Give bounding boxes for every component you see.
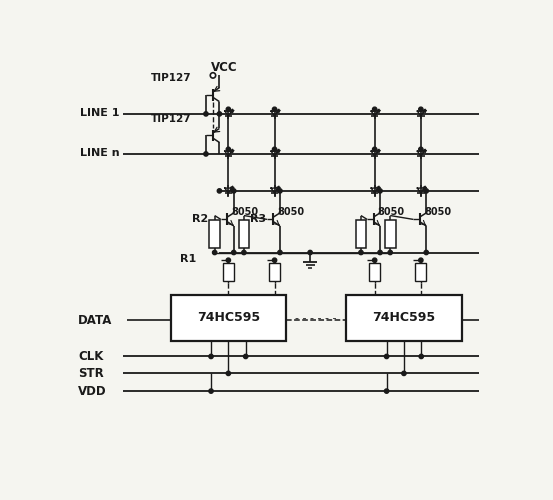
Text: CLK: CLK bbox=[78, 350, 103, 363]
Circle shape bbox=[359, 250, 363, 254]
Circle shape bbox=[419, 107, 423, 112]
Text: 74HC595: 74HC595 bbox=[372, 312, 435, 324]
Bar bbox=[171, 295, 286, 341]
Circle shape bbox=[242, 250, 246, 254]
Circle shape bbox=[209, 389, 213, 394]
Text: LINE 1: LINE 1 bbox=[80, 108, 119, 118]
Bar bbox=[369, 263, 380, 280]
Circle shape bbox=[273, 258, 276, 262]
Circle shape bbox=[384, 389, 389, 394]
Text: DATA: DATA bbox=[78, 314, 113, 327]
Circle shape bbox=[373, 258, 377, 262]
Circle shape bbox=[419, 354, 424, 358]
Circle shape bbox=[419, 147, 423, 152]
Bar bbox=[385, 220, 395, 248]
Bar bbox=[346, 295, 462, 341]
Circle shape bbox=[373, 107, 377, 112]
Circle shape bbox=[232, 188, 236, 193]
Circle shape bbox=[204, 152, 208, 156]
Circle shape bbox=[308, 250, 312, 254]
Circle shape bbox=[373, 147, 377, 152]
Circle shape bbox=[210, 72, 216, 78]
Text: TIP127: TIP127 bbox=[151, 72, 191, 83]
Text: 74HC595: 74HC595 bbox=[197, 312, 260, 324]
Bar bbox=[209, 220, 220, 248]
Text: - - - - - -: - - - - - - bbox=[295, 313, 337, 323]
Circle shape bbox=[232, 250, 236, 254]
Circle shape bbox=[278, 188, 282, 193]
Circle shape bbox=[378, 188, 382, 193]
Circle shape bbox=[388, 250, 393, 254]
Circle shape bbox=[217, 188, 222, 193]
Circle shape bbox=[226, 258, 231, 262]
Bar bbox=[356, 220, 366, 248]
Text: 8050: 8050 bbox=[232, 208, 259, 218]
Circle shape bbox=[209, 354, 213, 358]
Circle shape bbox=[226, 107, 231, 112]
Text: VCC: VCC bbox=[211, 61, 238, 74]
Text: R2: R2 bbox=[192, 214, 208, 224]
Circle shape bbox=[273, 107, 276, 112]
Bar bbox=[223, 263, 234, 280]
Circle shape bbox=[424, 188, 429, 193]
Bar bbox=[238, 220, 249, 248]
Text: R1: R1 bbox=[180, 254, 196, 264]
Circle shape bbox=[419, 258, 423, 262]
Circle shape bbox=[226, 147, 231, 152]
Circle shape bbox=[226, 371, 231, 376]
Text: R3: R3 bbox=[250, 214, 266, 224]
Circle shape bbox=[402, 371, 406, 376]
Circle shape bbox=[204, 112, 208, 116]
Bar bbox=[269, 263, 280, 280]
Circle shape bbox=[243, 354, 248, 358]
Text: 8050: 8050 bbox=[424, 208, 451, 218]
Circle shape bbox=[424, 250, 429, 254]
Bar bbox=[415, 263, 426, 280]
Text: 8050: 8050 bbox=[378, 208, 405, 218]
Text: LINE n: LINE n bbox=[80, 148, 119, 158]
Text: TIP127: TIP127 bbox=[151, 114, 191, 124]
Text: STR: STR bbox=[78, 367, 104, 380]
Text: VDD: VDD bbox=[78, 384, 107, 398]
Circle shape bbox=[278, 250, 282, 254]
Text: 8050: 8050 bbox=[278, 208, 305, 218]
Circle shape bbox=[212, 250, 217, 254]
Circle shape bbox=[384, 354, 389, 358]
Circle shape bbox=[378, 250, 382, 254]
Circle shape bbox=[273, 147, 276, 152]
Circle shape bbox=[217, 112, 222, 116]
